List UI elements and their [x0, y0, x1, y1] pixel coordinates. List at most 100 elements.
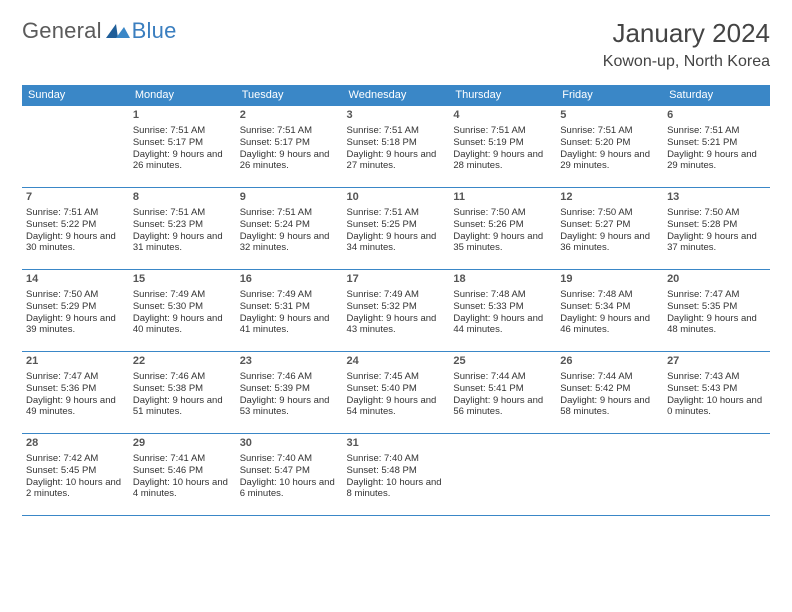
- daylight-line: Daylight: 9 hours and 46 minutes.: [560, 313, 659, 337]
- sunset-line: Sunset: 5:29 PM: [26, 301, 125, 313]
- calendar-day-cell: 17Sunrise: 7:49 AMSunset: 5:32 PMDayligh…: [343, 270, 450, 352]
- daylight-line: Daylight: 9 hours and 32 minutes.: [240, 231, 339, 255]
- month-title: January 2024: [603, 18, 770, 49]
- calendar-day-cell: 2 Sunrise: 7:51 AMSunset: 5:17 PMDaylight…: [236, 106, 343, 188]
- sunset-line: Sunset: 5:36 PM: [26, 383, 125, 395]
- day-number: 13: [667, 191, 766, 205]
- calendar-day-cell: 14Sunrise: 7:50 AMSunset: 5:29 PMDayligh…: [22, 270, 129, 352]
- sunset-line: Sunset: 5:33 PM: [453, 301, 552, 313]
- day-number: 7: [26, 191, 125, 205]
- day-number: 12: [560, 191, 659, 205]
- calendar-day-cell: 10Sunrise: 7:51 AMSunset: 5:25 PMDayligh…: [343, 188, 450, 270]
- day-number: 21: [26, 355, 125, 369]
- sunrise-line: Sunrise: 7:44 AM: [560, 371, 659, 383]
- sunrise-line: Sunrise: 7:51 AM: [133, 125, 232, 137]
- daylight-line: Daylight: 10 hours and 2 minutes.: [26, 477, 125, 501]
- day-number: 6: [667, 109, 766, 123]
- sunset-line: Sunset: 5:38 PM: [133, 383, 232, 395]
- sunrise-line: Sunrise: 7:49 AM: [347, 289, 446, 301]
- daylight-line: Daylight: 9 hours and 58 minutes.: [560, 395, 659, 419]
- sunrise-line: Sunrise: 7:40 AM: [240, 453, 339, 465]
- sunrise-line: Sunrise: 7:51 AM: [560, 125, 659, 137]
- calendar-week-row: 1Sunrise: 7:51 AMSunset: 5:17 PMDaylight…: [22, 106, 770, 188]
- sunrise-line: Sunrise: 7:50 AM: [453, 207, 552, 219]
- calendar-week-row: 28Sunrise: 7:42 AMSunset: 5:45 PMDayligh…: [22, 434, 770, 516]
- calendar-week-row: 7Sunrise: 7:51 AMSunset: 5:22 PMDaylight…: [22, 188, 770, 270]
- calendar-day-cell: 6Sunrise: 7:51 AMSunset: 5:21 PMDaylight…: [663, 106, 770, 188]
- day-number: 10: [347, 191, 446, 205]
- calendar-day-cell: 4Sunrise: 7:51 AMSunset: 5:19 PMDaylight…: [449, 106, 556, 188]
- day-number: 23: [240, 355, 339, 369]
- day-number: 28: [26, 437, 125, 451]
- sunrise-line: Sunrise: 7:50 AM: [560, 207, 659, 219]
- calendar-day-cell: 29Sunrise: 7:41 AMSunset: 5:46 PMDayligh…: [129, 434, 236, 516]
- calendar-week-row: 21Sunrise: 7:47 AMSunset: 5:36 PMDayligh…: [22, 352, 770, 434]
- sunrise-line: Sunrise: 7:48 AM: [453, 289, 552, 301]
- calendar-day-cell: 28Sunrise: 7:42 AMSunset: 5:45 PMDayligh…: [22, 434, 129, 516]
- daylight-line: Daylight: 9 hours and 44 minutes.: [453, 313, 552, 337]
- sunrise-line: Sunrise: 7:47 AM: [667, 289, 766, 301]
- daylight-line: Daylight: 9 hours and 36 minutes.: [560, 231, 659, 255]
- sunset-line: Sunset: 5:35 PM: [667, 301, 766, 313]
- daylight-line: Daylight: 9 hours and 35 minutes.: [453, 231, 552, 255]
- day-number: 24: [347, 355, 446, 369]
- calendar-day-cell: 3Sunrise: 7:51 AMSunset: 5:18 PMDaylight…: [343, 106, 450, 188]
- sunset-line: Sunset: 5:17 PM: [240, 137, 339, 149]
- calendar-day-cell: 20Sunrise: 7:47 AMSunset: 5:35 PMDayligh…: [663, 270, 770, 352]
- daylight-line: Daylight: 9 hours and 37 minutes.: [667, 231, 766, 255]
- sunrise-line: Sunrise: 7:50 AM: [667, 207, 766, 219]
- calendar-day-cell: [663, 434, 770, 516]
- daylight-line: Daylight: 9 hours and 48 minutes.: [667, 313, 766, 337]
- sunset-line: Sunset: 5:42 PM: [560, 383, 659, 395]
- day-number: 1: [133, 109, 232, 123]
- day-number: 19: [560, 273, 659, 287]
- daylight-line: Daylight: 9 hours and 31 minutes.: [133, 231, 232, 255]
- sunset-line: Sunset: 5:48 PM: [347, 465, 446, 477]
- calendar-week-row: 14Sunrise: 7:50 AMSunset: 5:29 PMDayligh…: [22, 270, 770, 352]
- sunset-line: Sunset: 5:20 PM: [560, 137, 659, 149]
- calendar-day-cell: 13Sunrise: 7:50 AMSunset: 5:28 PMDayligh…: [663, 188, 770, 270]
- calendar-day-cell: 9Sunrise: 7:51 AMSunset: 5:24 PMDaylight…: [236, 188, 343, 270]
- calendar-day-cell: 8Sunrise: 7:51 AMSunset: 5:23 PMDaylight…: [129, 188, 236, 270]
- calendar-day-cell: 31Sunrise: 7:40 AMSunset: 5:48 PMDayligh…: [343, 434, 450, 516]
- daylight-line: Daylight: 9 hours and 29 minutes.: [667, 149, 766, 173]
- calendar-day-cell: [449, 434, 556, 516]
- sunrise-line: Sunrise: 7:49 AM: [240, 289, 339, 301]
- daylight-line: Daylight: 10 hours and 6 minutes.: [240, 477, 339, 501]
- sunrise-line: Sunrise: 7:42 AM: [26, 453, 125, 465]
- logo-mark-icon: [106, 22, 130, 40]
- calendar-day-cell: 23Sunrise: 7:46 AMSunset: 5:39 PMDayligh…: [236, 352, 343, 434]
- daylight-line: Daylight: 10 hours and 8 minutes.: [347, 477, 446, 501]
- calendar-day-cell: [556, 434, 663, 516]
- weekday-header: Saturday: [663, 85, 770, 106]
- daylight-line: Daylight: 9 hours and 51 minutes.: [133, 395, 232, 419]
- sunrise-line: Sunrise: 7:46 AM: [240, 371, 339, 383]
- sunset-line: Sunset: 5:24 PM: [240, 219, 339, 231]
- calendar-day-cell: 27Sunrise: 7:43 AMSunset: 5:43 PMDayligh…: [663, 352, 770, 434]
- day-number: 27: [667, 355, 766, 369]
- calendar-day-cell: 26Sunrise: 7:44 AMSunset: 5:42 PMDayligh…: [556, 352, 663, 434]
- sunrise-line: Sunrise: 7:51 AM: [240, 125, 339, 137]
- weekday-header: Sunday: [22, 85, 129, 106]
- sunset-line: Sunset: 5:43 PM: [667, 383, 766, 395]
- calendar-day-cell: 12Sunrise: 7:50 AMSunset: 5:27 PMDayligh…: [556, 188, 663, 270]
- calendar-day-cell: 19Sunrise: 7:48 AMSunset: 5:34 PMDayligh…: [556, 270, 663, 352]
- daylight-line: Daylight: 9 hours and 26 minutes.: [240, 149, 339, 173]
- calendar-day-cell: 25Sunrise: 7:44 AMSunset: 5:41 PMDayligh…: [449, 352, 556, 434]
- daylight-line: Daylight: 9 hours and 53 minutes.: [240, 395, 339, 419]
- logo-text-general: General: [22, 18, 102, 44]
- daylight-line: Daylight: 9 hours and 54 minutes.: [347, 395, 446, 419]
- weekday-header: Monday: [129, 85, 236, 106]
- sunset-line: Sunset: 5:40 PM: [347, 383, 446, 395]
- sunset-line: Sunset: 5:21 PM: [667, 137, 766, 149]
- sunrise-line: Sunrise: 7:49 AM: [133, 289, 232, 301]
- sunrise-line: Sunrise: 7:51 AM: [453, 125, 552, 137]
- weekday-row: SundayMondayTuesdayWednesdayThursdayFrid…: [22, 85, 770, 106]
- day-number: 22: [133, 355, 232, 369]
- sunrise-line: Sunrise: 7:51 AM: [133, 207, 232, 219]
- daylight-line: Daylight: 10 hours and 0 minutes.: [667, 395, 766, 419]
- logo: General Blue: [22, 18, 177, 44]
- sunset-line: Sunset: 5:17 PM: [133, 137, 232, 149]
- calendar-day-cell: 22Sunrise: 7:46 AMSunset: 5:38 PMDayligh…: [129, 352, 236, 434]
- day-number: 2: [240, 109, 339, 123]
